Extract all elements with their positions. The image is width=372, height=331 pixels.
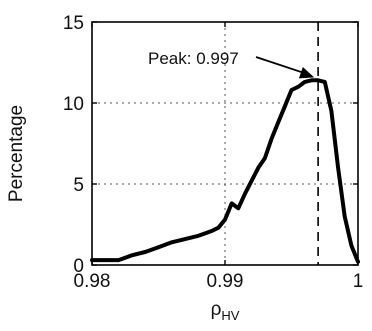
series-group: [90, 78, 360, 264]
x-tick-label: 1: [353, 271, 364, 292]
x-tick-labels: 0.98 0.99 1: [74, 271, 364, 292]
x-tick-label: 0.98: [74, 271, 111, 292]
arrow-head: [298, 67, 315, 79]
y-tick-label: 10: [63, 94, 84, 115]
x-tick-label: 0.99: [207, 271, 244, 292]
axis-ticks: [91, 21, 359, 266]
series-line: [90, 78, 360, 264]
x-axis-label-subscript: HV: [221, 308, 239, 323]
y-axis-label: Percentage: [6, 105, 27, 202]
x-axis-label: ρHV: [211, 299, 240, 323]
y-tick-label: 5: [73, 175, 84, 196]
peak-annotation-arrow: [255, 56, 315, 79]
grid-lines: [92, 22, 358, 265]
x-axis-label-symbol: ρ: [211, 299, 222, 320]
peak-annotation-label: Peak: 0.997: [148, 49, 239, 68]
y-tick-label: 15: [63, 13, 84, 34]
arrow-shaft: [255, 56, 309, 76]
y-tick-label: 0: [73, 256, 84, 277]
y-tick-labels: 0 5 10 15: [63, 13, 84, 277]
